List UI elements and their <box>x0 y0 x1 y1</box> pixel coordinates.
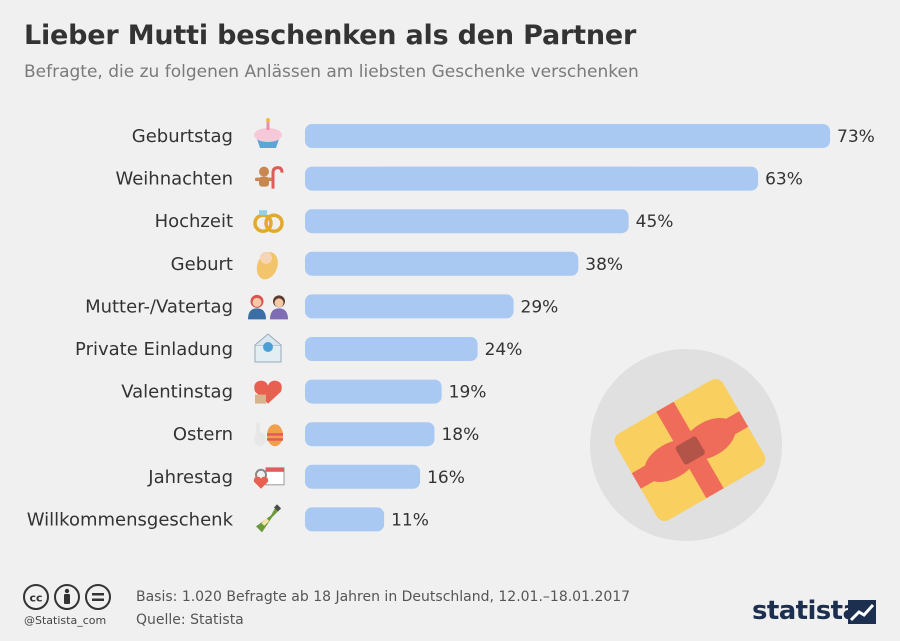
champagne-icon <box>256 504 281 533</box>
bar-row: Hochzeit 45% <box>155 209 674 234</box>
value-label: 11% <box>391 510 429 530</box>
bar-row: Weihnachten 63% <box>115 166 803 191</box>
bar-row: Jahrestag 16% <box>147 464 465 489</box>
bar <box>305 294 514 319</box>
category-label: Mutter-/Vatertag <box>85 296 233 317</box>
value-label: 38% <box>585 255 623 275</box>
category-label: Hochzeit <box>155 211 233 232</box>
category-label: Jahrestag <box>147 467 233 488</box>
bar-row: Ostern 18% <box>173 422 479 447</box>
parents-icon <box>248 294 288 320</box>
bar-row: Valentinstag 19% <box>121 379 487 404</box>
gift-illustration <box>590 349 782 541</box>
bar <box>305 422 435 447</box>
value-label: 24% <box>485 340 523 360</box>
invitation-icon <box>254 333 282 363</box>
rings-icon <box>253 210 284 233</box>
no-derivatives-icon <box>85 584 111 610</box>
bar <box>305 251 579 276</box>
bar <box>305 124 830 148</box>
bar <box>305 166 759 191</box>
category-label: Ostern <box>173 424 233 445</box>
chart-title: Lieber Mutti beschenken als den Partner <box>24 20 637 51</box>
bar <box>305 507 385 532</box>
statista-handle: @Statista_com <box>24 614 107 627</box>
bar-row: Private Einladung 24% <box>75 333 523 363</box>
value-label: 29% <box>521 297 559 317</box>
bar <box>305 209 629 234</box>
value-label: 16% <box>427 468 465 488</box>
bar <box>305 464 421 489</box>
statista-logo: statista <box>752 596 860 626</box>
value-label: 19% <box>449 383 487 403</box>
category-label: Geburtstag <box>132 126 233 147</box>
gingerbread-icon <box>255 166 284 189</box>
easter-icon <box>254 422 283 447</box>
value-label: 45% <box>636 212 674 232</box>
footer-source: Quelle: Statista <box>136 612 244 628</box>
bar <box>305 337 478 361</box>
heart-gift-icon <box>254 380 282 404</box>
cupcake-icon <box>254 118 282 148</box>
attribution-icon <box>54 584 80 610</box>
chart-subtitle: Befragte, die zu folgenen Anlässen am li… <box>24 62 639 82</box>
baby-icon <box>256 251 278 280</box>
value-label: 18% <box>441 425 479 445</box>
bar-row: Geburtstag 73% <box>132 118 875 148</box>
bar-row: Mutter-/Vatertag 29% <box>85 294 559 320</box>
anniversary-icon <box>253 467 285 489</box>
category-label: Willkommensgeschenk <box>27 509 234 530</box>
license-icons: cc <box>23 584 111 610</box>
svg-text:cc: cc <box>29 592 42 605</box>
value-label: 73% <box>837 127 875 147</box>
cc-icon: cc <box>23 584 49 610</box>
bar-row: Geburt 38% <box>171 251 623 280</box>
value-label: 63% <box>765 170 803 190</box>
category-label: Geburt <box>171 254 233 275</box>
category-label: Weihnachten <box>115 169 233 190</box>
bar <box>305 379 442 404</box>
chart-rows: Geburtstag 73% Weihnachten 63% Hochzeit 45% Ge… <box>27 118 875 533</box>
statista-logo-icon <box>848 600 876 624</box>
category-label: Valentinstag <box>121 382 233 403</box>
footer-basis: Basis: 1.020 Befragte ab 18 Jahren in De… <box>136 589 631 605</box>
category-label: Private Einladung <box>75 339 233 360</box>
bar-row: Willkommensgeschenk 11% <box>27 504 429 533</box>
